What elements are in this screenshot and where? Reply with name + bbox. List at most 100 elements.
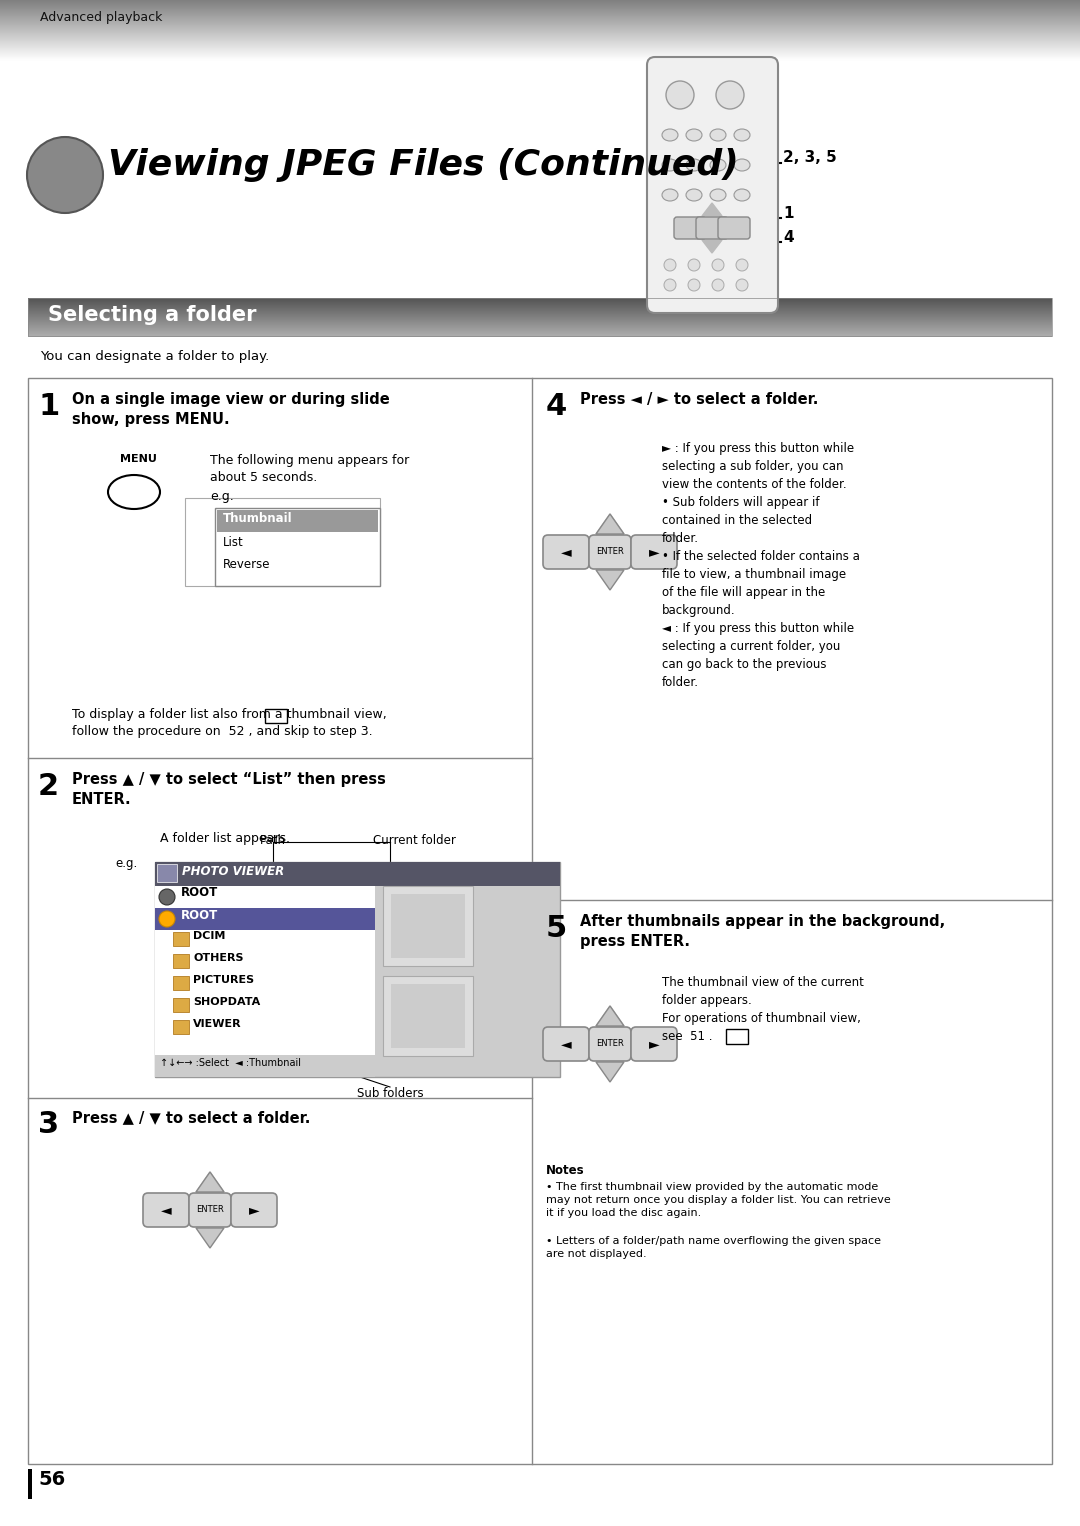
Circle shape: [41, 151, 77, 188]
Circle shape: [40, 150, 78, 188]
Text: e.g.: e.g.: [114, 858, 137, 870]
Polygon shape: [596, 514, 624, 534]
Polygon shape: [596, 1006, 624, 1025]
Ellipse shape: [662, 189, 678, 201]
Circle shape: [52, 162, 56, 166]
Bar: [156, 908, 375, 929]
Text: ENTER: ENTER: [596, 1039, 624, 1048]
Circle shape: [32, 142, 94, 204]
Circle shape: [44, 154, 70, 180]
Text: ◄: ◄: [561, 1038, 571, 1051]
Text: Selecting a folder: Selecting a folder: [48, 305, 257, 325]
Bar: [173, 954, 189, 967]
Circle shape: [712, 259, 724, 272]
FancyBboxPatch shape: [231, 1193, 276, 1227]
Ellipse shape: [734, 159, 750, 171]
Ellipse shape: [710, 130, 726, 140]
Circle shape: [40, 150, 80, 189]
Circle shape: [30, 140, 96, 206]
Text: To display a folder list also from a thumbnail view,
follow the procedure on  52: To display a folder list also from a thu…: [72, 708, 387, 739]
Circle shape: [735, 279, 748, 291]
Text: Path: Path: [260, 835, 286, 847]
Circle shape: [38, 148, 83, 194]
Bar: [28, 298, 1052, 336]
Text: SHOPDATA: SHOPDATA: [193, 996, 260, 1007]
Circle shape: [666, 81, 694, 108]
Circle shape: [33, 143, 92, 201]
Polygon shape: [702, 240, 723, 253]
Text: Press ◄ / ► to select a folder.: Press ◄ / ► to select a folder.: [580, 392, 819, 407]
Polygon shape: [195, 1172, 224, 1192]
Circle shape: [27, 137, 103, 214]
Circle shape: [716, 81, 744, 108]
Circle shape: [27, 137, 103, 214]
Polygon shape: [596, 1006, 624, 1025]
Polygon shape: [596, 514, 624, 534]
Bar: [383, 977, 473, 1056]
Text: List: List: [222, 536, 244, 549]
Bar: [173, 932, 189, 946]
Text: ◄: ◄: [561, 545, 571, 559]
Bar: [173, 977, 189, 990]
Circle shape: [38, 148, 82, 192]
Text: OTHERS: OTHERS: [193, 954, 243, 963]
Text: ROOT: ROOT: [181, 887, 218, 899]
Circle shape: [45, 156, 69, 179]
Polygon shape: [702, 203, 723, 217]
FancyBboxPatch shape: [589, 536, 631, 569]
Text: Sub folders: Sub folders: [356, 1087, 423, 1100]
Text: Press ▲ / ▼ to select “List” then press
ENTER.: Press ▲ / ▼ to select “List” then press …: [72, 772, 386, 807]
Text: • Letters of a folder/path name overflowing the given space
are not displayed.: • Letters of a folder/path name overflow…: [546, 1236, 881, 1259]
Bar: [726, 1029, 748, 1044]
Text: 4: 4: [783, 229, 794, 244]
FancyBboxPatch shape: [143, 1193, 189, 1227]
Bar: [383, 887, 473, 966]
Circle shape: [44, 154, 71, 182]
Circle shape: [48, 157, 65, 175]
Circle shape: [664, 259, 676, 272]
Bar: [173, 998, 189, 1012]
Circle shape: [49, 159, 63, 172]
Ellipse shape: [734, 130, 750, 140]
Circle shape: [35, 145, 89, 198]
Ellipse shape: [662, 130, 678, 140]
Text: 1: 1: [783, 206, 794, 220]
Circle shape: [27, 137, 103, 214]
FancyBboxPatch shape: [543, 1027, 589, 1061]
Text: 56: 56: [38, 1470, 65, 1489]
Ellipse shape: [108, 475, 160, 510]
Text: • The first thumbnail view provided by the automatic mode
may not return once yo: • The first thumbnail view provided by t…: [546, 1183, 891, 1218]
Circle shape: [42, 151, 76, 186]
Circle shape: [33, 143, 90, 200]
Circle shape: [29, 139, 99, 209]
Circle shape: [53, 163, 55, 165]
Ellipse shape: [686, 189, 702, 201]
Text: The following menu appears for
about 5 seconds.: The following menu appears for about 5 s…: [210, 455, 409, 484]
Circle shape: [36, 146, 86, 197]
Bar: [156, 862, 375, 1054]
Bar: [28, 1470, 32, 1499]
Circle shape: [51, 160, 58, 169]
Text: e.g.: e.g.: [210, 490, 233, 504]
Circle shape: [36, 145, 87, 197]
Circle shape: [159, 911, 175, 926]
Ellipse shape: [710, 189, 726, 201]
Text: 2: 2: [38, 772, 59, 801]
FancyBboxPatch shape: [674, 217, 706, 240]
FancyBboxPatch shape: [631, 1027, 677, 1061]
Circle shape: [48, 159, 64, 174]
Bar: [156, 862, 561, 887]
Text: ► : If you press this button while
selecting a sub folder, you can
view the cont: ► : If you press this button while selec…: [662, 443, 860, 690]
Circle shape: [735, 259, 748, 272]
Circle shape: [688, 279, 700, 291]
Text: 5: 5: [546, 914, 567, 943]
Text: The thumbnail view of the current
folder appears.
For operations of thumbnail vi: The thumbnail view of the current folder…: [662, 977, 864, 1042]
Bar: [156, 887, 375, 908]
Circle shape: [31, 142, 95, 204]
Circle shape: [159, 890, 175, 905]
Polygon shape: [195, 1228, 224, 1248]
Bar: [215, 508, 380, 586]
Circle shape: [712, 279, 724, 291]
Polygon shape: [596, 1062, 624, 1082]
Circle shape: [50, 159, 62, 171]
